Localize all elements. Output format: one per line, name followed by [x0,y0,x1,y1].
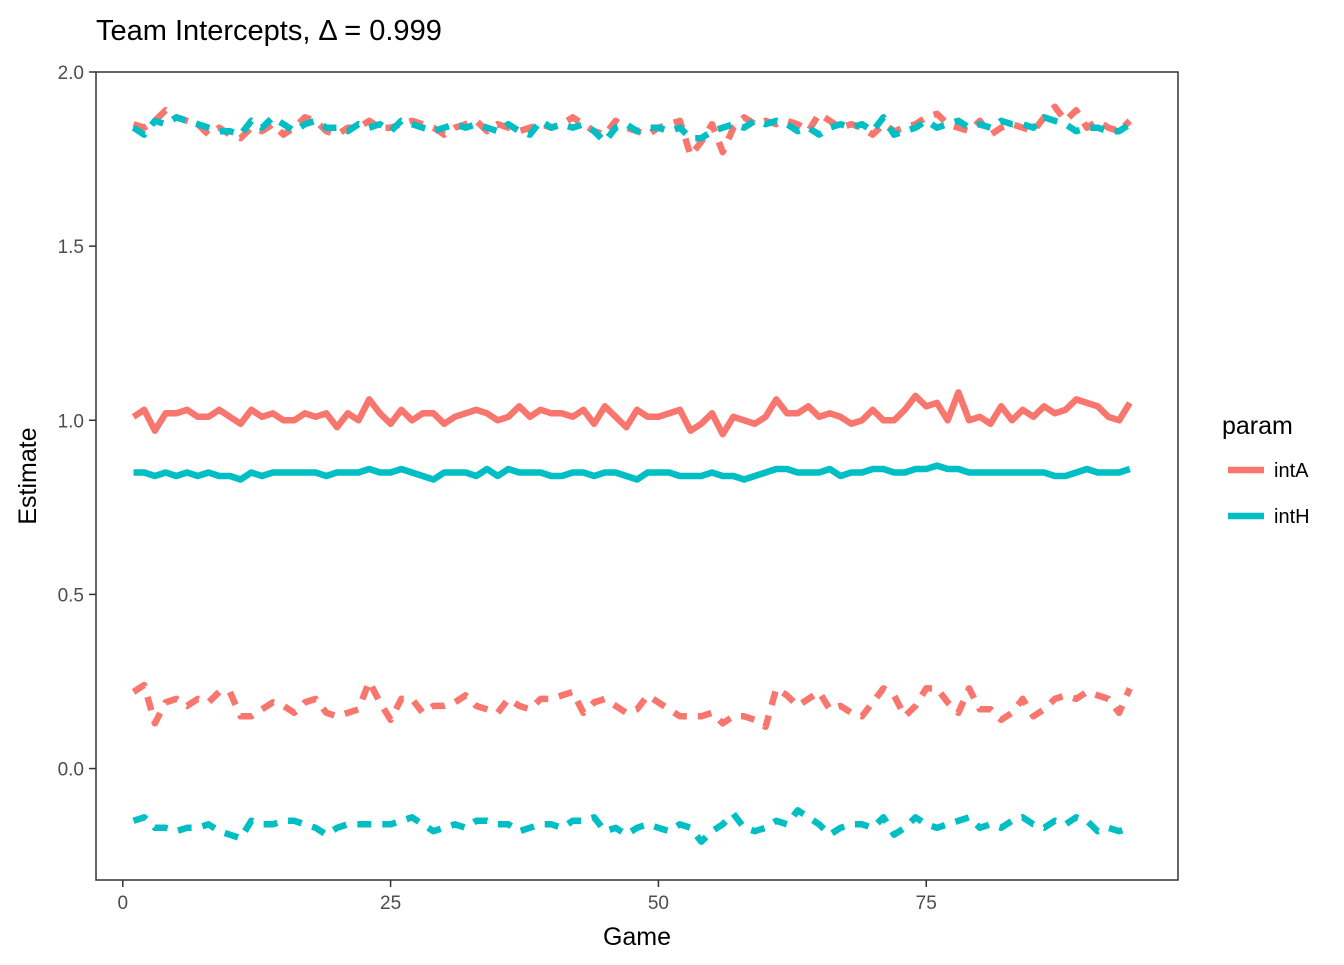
x-axis: 0 25 50 75 [117,880,937,914]
y-axis: 0.0 0.5 1.0 1.5 2.0 [58,63,96,781]
legend-label-intH: intH [1274,506,1310,528]
series-line-intA-solid-0 [131,389,1133,438]
x-tick-label: 25 [380,893,401,914]
y-tick-label: 1.5 [58,237,84,258]
x-tick-label: 50 [648,893,669,914]
series-line-intH-dashed-5 [132,807,1131,845]
series-line-intH-solid-1 [133,462,1131,483]
y-tick-label: 0.0 [58,760,84,781]
legend-label-intA: intA [1274,460,1309,482]
y-tick-label: 0.5 [58,585,84,606]
chart-title: Team Intercepts, Δ = 0.999 [96,15,442,47]
x-tick-label: 0 [117,893,128,914]
y-axis-title: Estimate [14,427,42,524]
x-axis-title: Game [603,923,671,951]
series-line-intH-dashed-3 [131,114,1132,145]
y-tick-label: 1.0 [58,411,84,432]
series-line-intA-dashed-4 [131,678,1133,731]
y-tick-label: 2.0 [58,63,84,84]
legend: param intA intH [1222,412,1310,528]
plot-lines [131,103,1133,845]
legend-title: param [1222,412,1293,440]
plot-panel-border [95,71,1179,881]
x-tick-label: 75 [916,893,937,914]
